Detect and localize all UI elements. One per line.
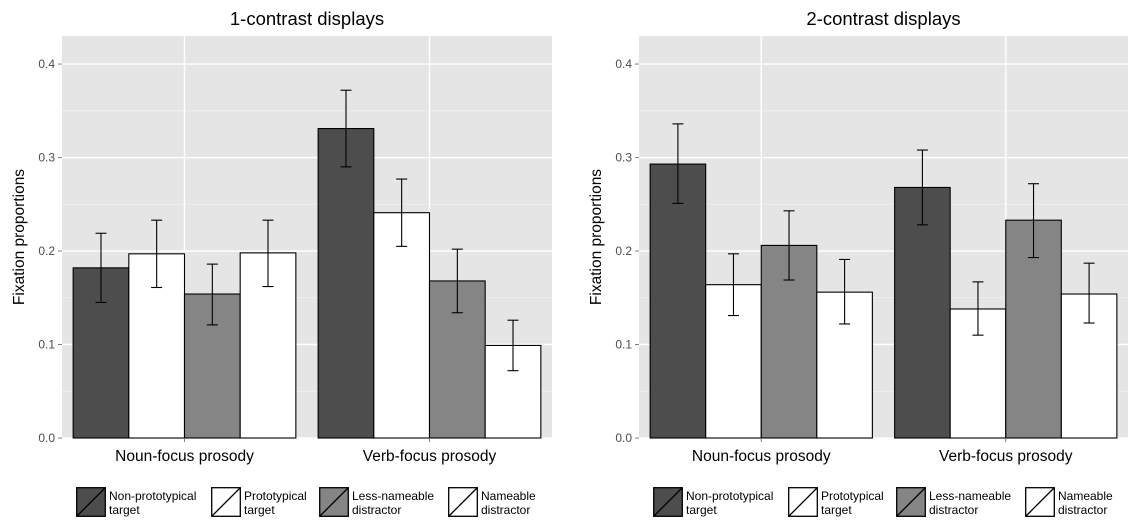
legend-label: Less-nameable distractor	[352, 489, 435, 517]
legend-label: Nameable distractor	[1058, 489, 1113, 517]
error-bar	[151, 219, 163, 289]
legend: Non-prototypical target Prototypical target…	[76, 487, 556, 523]
error-bar	[672, 123, 684, 204]
legend: Non-prototypical target Prototypical target…	[653, 487, 1133, 523]
bar-non-prototypical-target-2	[894, 186, 951, 439]
error-bar	[727, 253, 739, 317]
chart-title: 1-contrast displays	[230, 8, 384, 29]
legend-key	[448, 487, 478, 517]
error-bar	[972, 281, 984, 336]
chart-title: 2-contrast displays	[806, 8, 960, 29]
y-tick-label: 0.3	[615, 151, 632, 165]
bar-non-prototypical-target-1	[649, 163, 707, 439]
legend-label: Prototypical target	[821, 489, 884, 517]
legend-label: Non-prototypical target	[686, 489, 774, 517]
y-tick-label: 0.1	[38, 338, 55, 352]
y-tick-label: 0.3	[38, 151, 55, 165]
y-axis-label: Fixation proportions	[588, 169, 605, 305]
error-bar	[1083, 262, 1095, 324]
error-bar	[1028, 183, 1040, 259]
legend-label: Non-prototypical target	[109, 489, 197, 517]
bar-non-prototypical-target-2	[317, 128, 375, 439]
bar-prototypical-target-2	[373, 212, 431, 439]
y-axis-label: Fixation proportions	[11, 169, 28, 305]
error-bar	[451, 248, 463, 314]
y-tick-label: 0.0	[615, 431, 632, 445]
error-bar	[262, 219, 274, 288]
legend-key	[1025, 487, 1055, 517]
x-category-label: Verb-focus prosody	[939, 448, 1073, 465]
error-bar	[95, 232, 107, 303]
error-bar	[916, 149, 928, 226]
legend-key	[76, 487, 106, 517]
legend-key	[319, 487, 349, 517]
error-bar	[507, 319, 519, 372]
error-bar	[396, 178, 408, 247]
y-tick-label: 0.4	[38, 57, 55, 71]
error-bar	[340, 89, 352, 168]
y-tick-label: 0.0	[38, 431, 55, 445]
y-tick-label: 0.2	[38, 244, 55, 258]
legend-label: Nameable distractor	[481, 489, 536, 517]
x-category-label: Noun-focus prosody	[115, 448, 254, 465]
error-bar	[783, 210, 795, 281]
legend-key	[211, 487, 241, 517]
x-category-label: Noun-focus prosody	[692, 448, 831, 465]
x-category-label: Verb-focus prosody	[363, 448, 497, 465]
chart-svg-1: 0.0 0.1 0.2 0.3 0.4 Noun-focus prosody Verb-fo…	[11, 8, 552, 465]
legend-key	[788, 487, 818, 517]
y-tick-label: 0.1	[615, 338, 632, 352]
legend-key	[653, 487, 683, 517]
error-bar	[206, 263, 218, 326]
y-tick-label: 0.4	[615, 57, 632, 71]
legend-key	[896, 487, 926, 517]
legend-label: Less-nameable distractor	[929, 489, 1012, 517]
y-tick-label: 0.2	[615, 244, 632, 258]
legend-label: Prototypical target	[244, 489, 307, 517]
chart-svg-2: 0.0 0.1 0.2 0.3 0.4 Noun-focus prosody Verb-fo…	[588, 8, 1128, 465]
error-bar	[839, 258, 851, 325]
